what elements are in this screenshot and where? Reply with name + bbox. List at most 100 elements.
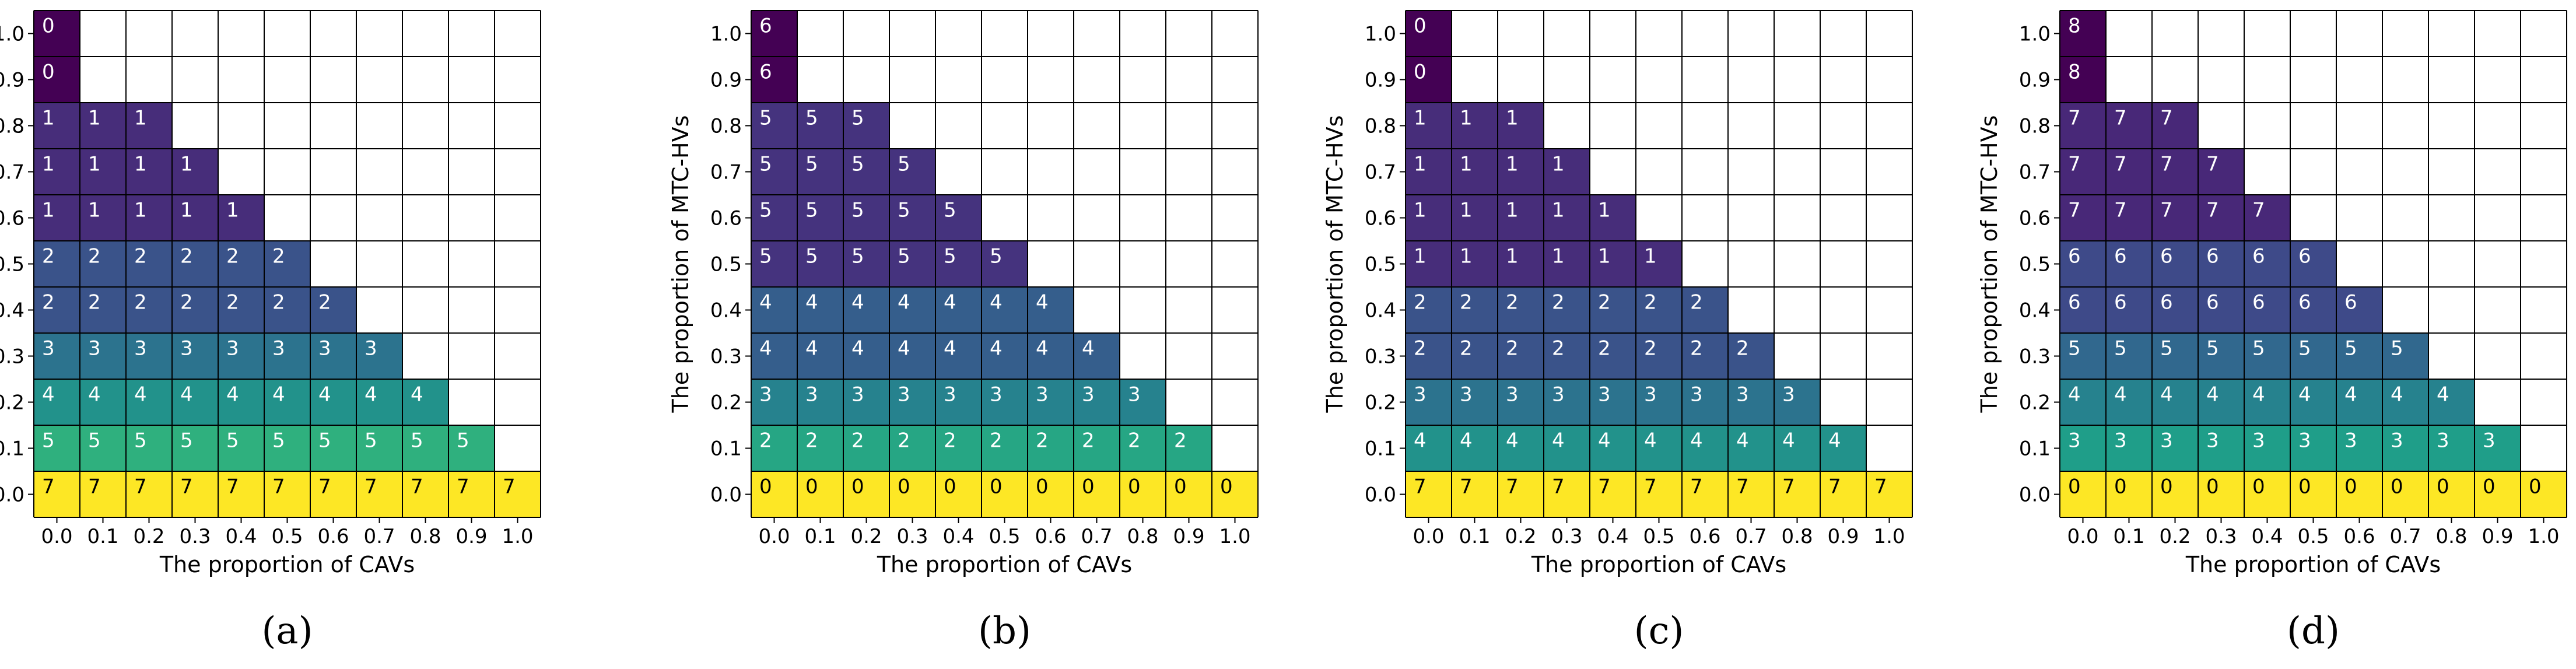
cell-value-label: 3 <box>1128 383 1141 407</box>
heatmap-cell <box>1682 379 1728 425</box>
heatmap-cell <box>172 379 218 425</box>
heatmap-cell <box>2336 379 2382 425</box>
heatmap-cell <box>34 57 80 103</box>
heatmap-cell <box>34 379 80 425</box>
cell-value-label: 5 <box>759 153 772 176</box>
x-tick-label: 0.1 <box>87 525 118 548</box>
heatmap-panel-b: 0 0 0 0 0 0 0 0 0 0 0 2 2 2 2 2 2 2 2 2 2 3 3 3 3 3 3 3 3 3 4 4 4 4 4 4 4 4 4 4… <box>668 10 1259 653</box>
x-tick-label: 0.3 <box>2205 525 2237 548</box>
cell-value-label: 1 <box>1460 107 1473 130</box>
cell-value-label: 0 <box>2298 475 2311 499</box>
heatmap-cell <box>1820 425 1866 471</box>
y-tick-label: 0.2 <box>1365 391 1396 415</box>
cell-value-label: 1 <box>180 199 193 222</box>
heatmap-cell <box>889 149 935 195</box>
heatmap-cell <box>34 471 80 517</box>
x-tick-label: 0.1 <box>1459 525 1490 548</box>
cell-value-label: 7 <box>2160 153 2173 176</box>
heatmap-cell <box>935 333 982 379</box>
heatmap-cell <box>1590 379 1636 425</box>
cell-value-label: 4 <box>944 337 956 360</box>
cell-value-label: 1 <box>1506 153 1519 176</box>
heatmap-cell <box>2152 103 2198 149</box>
heatmap-cell <box>34 195 80 241</box>
cell-value-label: 3 <box>2114 429 2127 453</box>
cell-value-label: 4 <box>805 291 818 314</box>
cell-value-label: 3 <box>990 383 1003 407</box>
cell-value-label: 2 <box>318 291 331 314</box>
cell-value-label: 7 <box>1644 475 1657 499</box>
cell-value-label: 3 <box>1782 383 1795 407</box>
cell-value-label: 5 <box>2068 337 2081 360</box>
heatmap-cell <box>2198 379 2244 425</box>
heatmap-cell <box>34 241 80 287</box>
cell-value-label: 0 <box>898 475 910 499</box>
x-tick-label: 0.0 <box>758 525 790 548</box>
cell-value-label: 6 <box>2252 245 2265 268</box>
cell-value-label: 7 <box>1690 475 1703 499</box>
cell-value-label: 2 <box>272 291 285 314</box>
cell-value-label: 7 <box>180 475 193 499</box>
cell-value-label: 5 <box>2252 337 2265 360</box>
y-tick-label: 0.6 <box>2019 207 2051 230</box>
heatmap-cell <box>34 149 80 195</box>
x-tick-label: 0.9 <box>2482 525 2513 548</box>
cell-value-label: 0 <box>2068 475 2081 499</box>
y-tick-label: 1.0 <box>0 23 24 46</box>
cell-value-label: 4 <box>898 337 910 360</box>
heatmap-cell <box>2290 333 2336 379</box>
y-axis-label: The proportion of MTC-HVs <box>668 115 693 414</box>
cell-value-label: 4 <box>990 291 1003 314</box>
cell-value-label: 6 <box>2068 291 2081 314</box>
cell-value-label: 2 <box>88 291 101 314</box>
cell-value-label: 2 <box>42 291 55 314</box>
heatmap-cell <box>264 287 310 333</box>
heatmap-cell <box>310 471 356 517</box>
cell-value-label: 4 <box>2437 383 2449 407</box>
heatmap-cell <box>1728 471 1774 517</box>
heatmap-cell <box>2060 103 2106 149</box>
heatmap-cell <box>402 471 448 517</box>
y-tick-label: 0.0 <box>1365 484 1396 507</box>
cell-value-label: 4 <box>1782 429 1795 453</box>
cell-value-label: 1 <box>1506 107 1519 130</box>
heatmap-cell <box>80 149 126 195</box>
heatmap-cell <box>2106 425 2152 471</box>
y-tick-label: 0.3 <box>0 345 24 369</box>
cell-value-label: 3 <box>2391 429 2403 453</box>
x-tick-label: 0.7 <box>1081 525 1112 548</box>
heatmap-cell <box>889 287 935 333</box>
cell-value-label: 3 <box>898 383 910 407</box>
cell-value-label: 3 <box>318 337 331 360</box>
heatmap-cell <box>2106 195 2152 241</box>
heatmap-cell <box>80 241 126 287</box>
x-tick-label: 0.6 <box>1035 525 1066 548</box>
heatmap-cell <box>218 241 264 287</box>
cell-value-label: 0 <box>2344 475 2357 499</box>
cell-value-label: 5 <box>2206 337 2219 360</box>
heatmap-cell <box>889 379 935 425</box>
heatmap-cell <box>889 333 935 379</box>
cell-value-label: 2 <box>1460 291 1473 314</box>
heatmap-cell <box>1498 241 1544 287</box>
heatmap-cell <box>1544 471 1590 517</box>
y-tick-label: 0.2 <box>2019 391 2051 415</box>
cell-value-label: 0 <box>42 61 55 84</box>
cell-value-label: 4 <box>1828 429 1841 453</box>
cell-value-label: 7 <box>1736 475 1749 499</box>
cell-value-label: 6 <box>2206 245 2219 268</box>
heatmap-cell <box>1498 195 1544 241</box>
cell-value-label: 6 <box>2160 245 2173 268</box>
heatmap-cell <box>126 471 172 517</box>
y-axis-label: The proportion of MTC-HVs <box>1322 115 1348 414</box>
cell-value-label: 2 <box>1128 429 1141 453</box>
cell-value-label: 1 <box>1460 199 1473 222</box>
cell-value-label: 5 <box>805 245 818 268</box>
heatmap-cell <box>1498 287 1544 333</box>
cell-value-label: 7 <box>1414 475 1427 499</box>
heatmap-cell <box>1590 287 1636 333</box>
cell-value-label: 1 <box>1414 245 1427 268</box>
heatmap-cell <box>2198 149 2244 195</box>
cell-value-label: 3 <box>180 337 193 360</box>
heatmap-cell <box>982 425 1028 471</box>
